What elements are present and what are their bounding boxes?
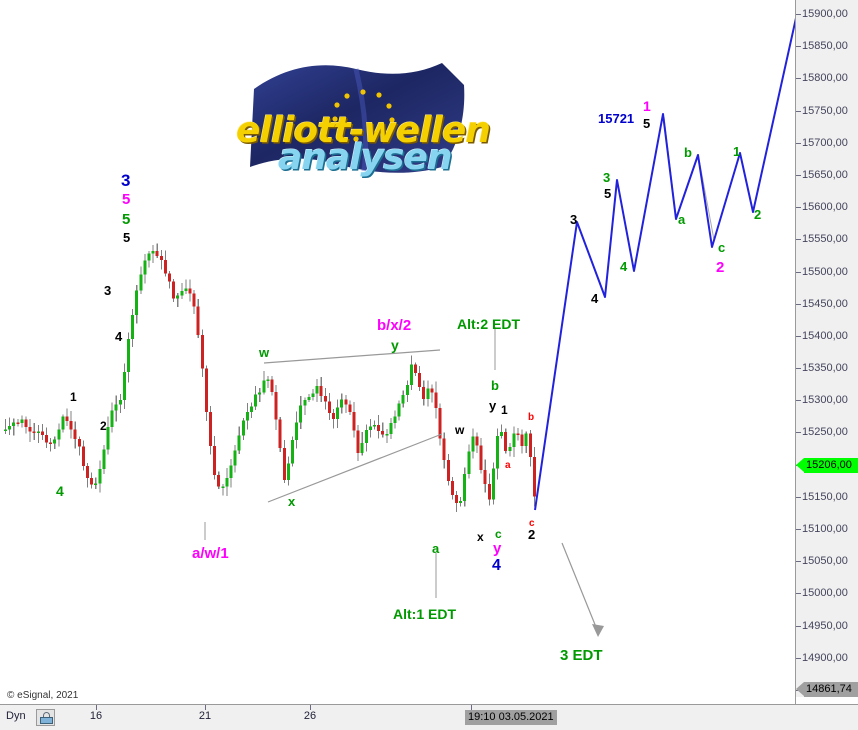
wave-label: b bbox=[528, 412, 535, 423]
price-tick: 15250,00 bbox=[796, 426, 858, 439]
price-tick: 15900,00 bbox=[796, 8, 858, 21]
wave-label: 3 bbox=[570, 212, 578, 227]
wave-label: 5 bbox=[123, 230, 131, 245]
wave-label: 4 bbox=[56, 483, 64, 499]
scenario-arrow-3edt bbox=[561, 542, 604, 637]
price-tick: 15100,00 bbox=[796, 523, 858, 536]
wave-label: 2 bbox=[754, 207, 762, 222]
wave-label: 5 bbox=[643, 116, 651, 131]
price-tick: 15550,00 bbox=[796, 233, 858, 246]
wave-label: 2 bbox=[716, 259, 725, 276]
wave-label: c bbox=[529, 518, 535, 529]
wave-label: 3 bbox=[603, 170, 611, 185]
lock-icon[interactable] bbox=[36, 709, 55, 726]
price-tick: 14950,00 bbox=[796, 620, 858, 633]
wave-label: 3 bbox=[121, 171, 131, 190]
price-tick: 15150,00 bbox=[796, 491, 858, 504]
price-axis[interactable]: 15900,00 15850,00 15800,00 15750,00 15700,00… bbox=[795, 0, 858, 697]
wave-label: 15721 bbox=[598, 111, 635, 126]
wave-label: 2 bbox=[100, 419, 107, 433]
eu-flag-icon bbox=[250, 63, 465, 173]
wave-label: 1 bbox=[501, 403, 508, 417]
price-tick: 15450,00 bbox=[796, 298, 858, 311]
wave-label: 5 bbox=[122, 211, 131, 228]
wave-label: Alt:1 EDT bbox=[393, 606, 456, 622]
wave-label: 1 bbox=[70, 390, 77, 404]
wave-label: 4 bbox=[620, 259, 628, 274]
wave-label: 4 bbox=[115, 329, 123, 344]
wave-label: b bbox=[491, 378, 499, 393]
price-tick: 15650,00 bbox=[796, 169, 858, 182]
last-price-marker: 15206,00 bbox=[796, 458, 858, 473]
wave-label: Alt:2 EDT bbox=[457, 316, 520, 332]
price-tick: 15300,00 bbox=[796, 394, 858, 407]
price-tick: 15800,00 bbox=[796, 72, 858, 85]
wave-label: 4 bbox=[591, 291, 599, 306]
wave-label: 3 EDT bbox=[560, 647, 603, 664]
wave-label: y bbox=[489, 398, 497, 413]
price-tick: 15500,00 bbox=[796, 266, 858, 279]
price-tick: 14900,00 bbox=[796, 652, 858, 665]
wave-label: y bbox=[493, 540, 502, 557]
wave-label: b bbox=[684, 145, 692, 160]
price-tick: 15000,00 bbox=[796, 587, 858, 600]
wave-label: 5 bbox=[122, 191, 131, 208]
wave-label: a bbox=[505, 460, 511, 471]
bottom-divider bbox=[0, 704, 858, 705]
price-tick: 15400,00 bbox=[796, 330, 858, 343]
wave-label: w bbox=[455, 423, 465, 437]
logo-text-secondary: analysen bbox=[278, 137, 452, 178]
wave-label: w bbox=[259, 345, 270, 360]
trendline-upper bbox=[263, 349, 441, 364]
price-tick: 15350,00 bbox=[796, 362, 858, 375]
time-axis[interactable]: Dyn 16 21 26 19:10 03.05.2021 bbox=[0, 705, 858, 730]
wave-label: x bbox=[477, 530, 484, 544]
wave-label: 1 bbox=[643, 98, 651, 114]
low-price-marker: 14861,74 bbox=[796, 682, 858, 697]
price-series-svg bbox=[4, 17, 795, 637]
price-tick: 15600,00 bbox=[796, 201, 858, 214]
price-tick: 15700,00 bbox=[796, 137, 858, 150]
logo-text-primary: elliott-wellen bbox=[236, 110, 491, 151]
brand-logo: elliott-wellen analysen bbox=[228, 55, 491, 178]
wave-label: a/w/1 bbox=[192, 545, 229, 562]
wave-label: y bbox=[391, 337, 399, 353]
wave-label: 2 bbox=[528, 527, 536, 542]
wave-label: 1 bbox=[733, 144, 741, 159]
wave-label: c bbox=[495, 527, 502, 541]
wave-label: 4 bbox=[492, 557, 501, 574]
copyright-text: © eSignal, 2021 bbox=[7, 690, 79, 701]
wave-label: x bbox=[288, 494, 296, 509]
price-tick: 15750,00 bbox=[796, 105, 858, 118]
elliott-projection-path bbox=[534, 17, 795, 511]
wave-label: a bbox=[432, 541, 440, 556]
wave-label: c bbox=[718, 240, 726, 255]
price-tick: 15850,00 bbox=[796, 40, 858, 53]
wave-label: 3 bbox=[104, 283, 112, 298]
chart-plot-area[interactable]: elliott-wellen analysen 3 5 5 5 3 4 1 2 4 a/w/1 w x… bbox=[0, 0, 795, 697]
time-cursor-label: 19:10 03.05.2021 bbox=[465, 710, 557, 725]
trendline-lower bbox=[267, 433, 443, 503]
price-tick: 15050,00 bbox=[796, 555, 858, 568]
wave-label: a bbox=[678, 212, 686, 227]
wave-label: 5 bbox=[604, 186, 612, 201]
wave-label: b/x/2 bbox=[377, 317, 412, 334]
dyn-label: Dyn bbox=[6, 710, 26, 722]
